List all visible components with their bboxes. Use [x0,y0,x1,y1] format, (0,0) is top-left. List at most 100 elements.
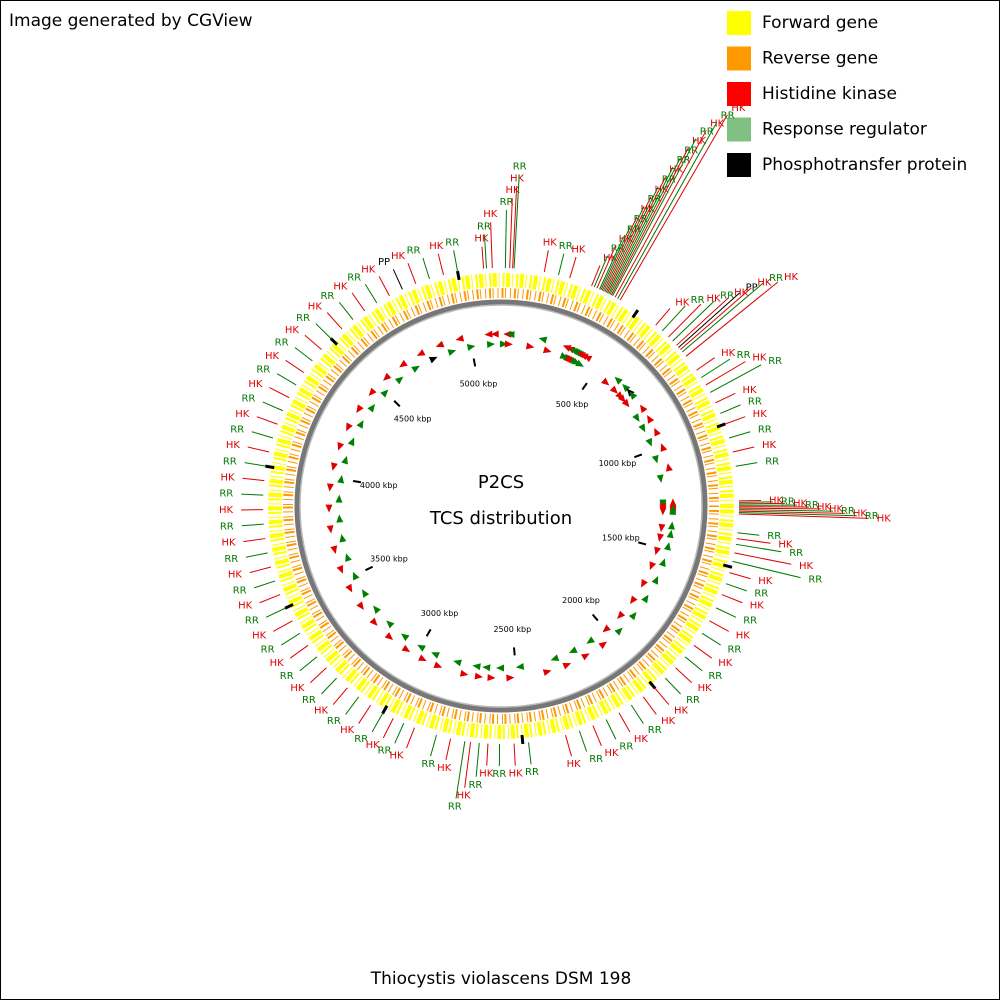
feature-line [281,632,301,646]
feature-line [289,644,309,659]
feature-line [614,130,707,298]
feature-line [394,723,405,744]
feature-line [715,392,736,404]
feature-label: RR [708,671,722,682]
feature-line [269,387,290,399]
feature-label: RR [378,746,392,757]
feature-line [724,416,746,425]
feature-marker [336,564,344,574]
legend-label: Response regulator [762,120,927,140]
feature-line [351,292,366,312]
feature-line [701,358,731,378]
tick-label: 2500 kbp [493,625,531,634]
feature-label: HK [757,278,772,289]
feature-label: HK [710,118,725,129]
feature-marker [466,343,476,351]
feature-marker [621,398,630,408]
tick-mark [722,563,733,569]
feature-label: HK [474,234,489,245]
feature-label: RR [758,424,772,435]
forward-gene-track [268,273,734,739]
feature-label: RR [280,671,294,682]
feature-line [272,620,293,632]
inner-tick-mark [472,358,477,367]
feature-marker [453,659,462,667]
feature-label: HK [220,472,235,483]
center-subtitle: TCS distribution [429,508,572,529]
feature-label: RR [691,295,705,306]
feature-label: RR [841,506,855,517]
feature-marker [586,636,595,644]
tick-mark [648,680,657,690]
feature-marker [506,674,515,682]
feature-marker [647,415,655,424]
feature-label: HK [799,561,814,572]
feature-marker [550,654,560,661]
inner-tick-mark [634,453,643,459]
feature-label: HK [429,241,444,252]
feature-marker [399,359,408,368]
feature-marker [325,504,333,513]
feature-label: RR [627,224,641,235]
feature-marker [337,475,345,484]
feature-marker [609,385,618,394]
feature-marker [645,437,652,447]
feature-line [321,677,337,695]
feature-line [600,226,631,291]
feature-label: HK [361,264,376,275]
feature-marker [386,620,395,629]
feature-line [701,632,721,646]
feature-marker [663,542,671,551]
feature-label: RR [445,237,459,248]
legend-label: Reverse gene [762,49,878,69]
feature-marker [542,346,552,354]
feature-line [592,725,602,747]
feature-label: RR [261,644,275,655]
tick-mark [456,270,461,281]
feature-marker [617,610,626,620]
feature-marker [431,652,440,659]
feature-marker [435,340,445,348]
feature-marker [369,617,378,626]
inner-tick-mark [425,628,432,637]
feature-marker [614,627,623,636]
feature-label: RR [448,801,462,812]
feature-label: HK [734,288,749,299]
feature-label: RR [219,489,233,500]
feature-marker [640,578,648,588]
feature-line [513,743,516,766]
feature-line [619,114,728,301]
feature-label: RR [754,588,768,599]
feature-marker [583,355,593,363]
feature-label: RR [407,245,421,256]
feature-label: HK [605,748,620,759]
feature-line [513,174,520,269]
feature-line [738,501,773,503]
feature-label: HK [736,630,751,641]
inner-tick-mark [512,647,516,656]
feature-line [299,656,318,672]
feature-line [729,572,751,580]
feature-label: HK [753,409,768,420]
feature-line [593,255,609,288]
feature-marker [639,404,648,414]
feature-marker [649,561,657,570]
feature-label: HK [340,725,355,736]
feature-label: RR [320,291,334,302]
feature-line [259,594,281,604]
feature-label: RR [477,222,491,233]
feature-marker [538,336,548,344]
feature-marker [632,413,640,422]
feature-line [569,256,577,279]
feature-line [455,741,466,799]
feature-marker [542,669,552,677]
feature-line [382,717,394,739]
feature-line [251,431,274,439]
feature-label: RR [421,759,435,770]
feature-label: RR [781,497,795,508]
feature-label: HK [391,251,406,262]
feature-marker [651,454,659,464]
feature-line [543,250,549,273]
legend-swatch [727,82,751,106]
feature-marker [579,353,589,361]
